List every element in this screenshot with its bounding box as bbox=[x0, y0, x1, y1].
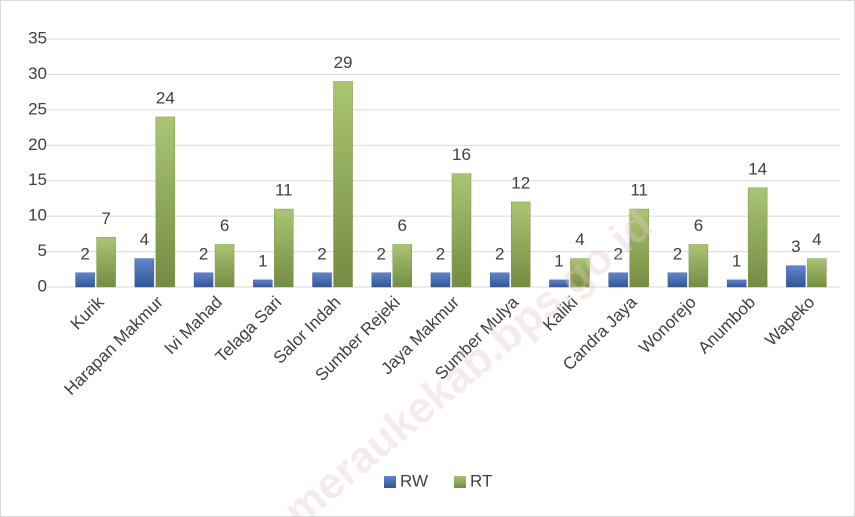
data-label: 7 bbox=[101, 209, 110, 228]
y-tick-label: 15 bbox=[28, 170, 47, 189]
data-label: 16 bbox=[452, 145, 471, 164]
bar bbox=[629, 208, 649, 288]
y-tick-label: 35 bbox=[28, 28, 47, 47]
bar bbox=[155, 116, 176, 288]
y-tick-label: 20 bbox=[28, 135, 47, 154]
y-tick-label: 10 bbox=[28, 206, 47, 225]
bar bbox=[786, 265, 806, 288]
bar bbox=[214, 244, 235, 288]
bar bbox=[451, 173, 472, 288]
data-label: 3 bbox=[791, 237, 800, 256]
data-label: 2 bbox=[377, 244, 386, 263]
bar bbox=[489, 272, 510, 288]
bar bbox=[608, 272, 628, 288]
legend-label: RW bbox=[400, 471, 428, 490]
data-label: 2 bbox=[495, 244, 504, 263]
bar bbox=[312, 272, 332, 288]
bar bbox=[392, 244, 413, 288]
bar bbox=[134, 258, 155, 288]
bar bbox=[253, 279, 273, 288]
data-label: 2 bbox=[613, 244, 622, 263]
data-label: 4 bbox=[812, 230, 821, 249]
y-tick-label: 30 bbox=[28, 64, 47, 83]
data-label: 14 bbox=[748, 159, 767, 178]
data-label: 6 bbox=[694, 216, 703, 235]
legend-swatch bbox=[384, 476, 396, 488]
data-label: 1 bbox=[732, 251, 741, 270]
y-tick-label: 0 bbox=[38, 276, 47, 295]
data-label: 11 bbox=[630, 181, 648, 200]
bar bbox=[333, 81, 353, 288]
data-label: 2 bbox=[199, 244, 208, 263]
data-label: 6 bbox=[398, 216, 407, 235]
bar bbox=[510, 201, 531, 288]
data-label: 6 bbox=[220, 216, 229, 235]
data-label: 29 bbox=[334, 53, 353, 72]
bar bbox=[688, 244, 709, 288]
bar bbox=[96, 237, 116, 288]
bar bbox=[667, 272, 688, 288]
legend-label: RT bbox=[470, 471, 492, 490]
data-label: 1 bbox=[554, 251, 563, 270]
y-tick-label: 5 bbox=[38, 241, 47, 260]
bar bbox=[430, 272, 451, 288]
data-label: 1 bbox=[258, 251, 267, 270]
bar bbox=[274, 208, 294, 288]
bar bbox=[193, 272, 214, 288]
data-label: 4 bbox=[140, 230, 149, 249]
data-label: 2 bbox=[436, 244, 445, 263]
data-label: 2 bbox=[317, 244, 326, 263]
bar bbox=[570, 258, 590, 288]
bar bbox=[747, 187, 768, 288]
bar bbox=[549, 279, 569, 288]
bar bbox=[75, 272, 95, 288]
data-label: 4 bbox=[575, 230, 584, 249]
bar bbox=[807, 258, 827, 288]
data-label: 11 bbox=[275, 181, 293, 200]
bar bbox=[726, 279, 747, 288]
legend-swatch bbox=[454, 476, 466, 488]
data-label: 12 bbox=[511, 173, 530, 192]
data-label: 24 bbox=[156, 88, 175, 107]
data-label: 2 bbox=[673, 244, 682, 263]
data-label: 2 bbox=[80, 244, 89, 263]
bar bbox=[371, 272, 392, 288]
y-tick-label: 25 bbox=[28, 99, 47, 118]
